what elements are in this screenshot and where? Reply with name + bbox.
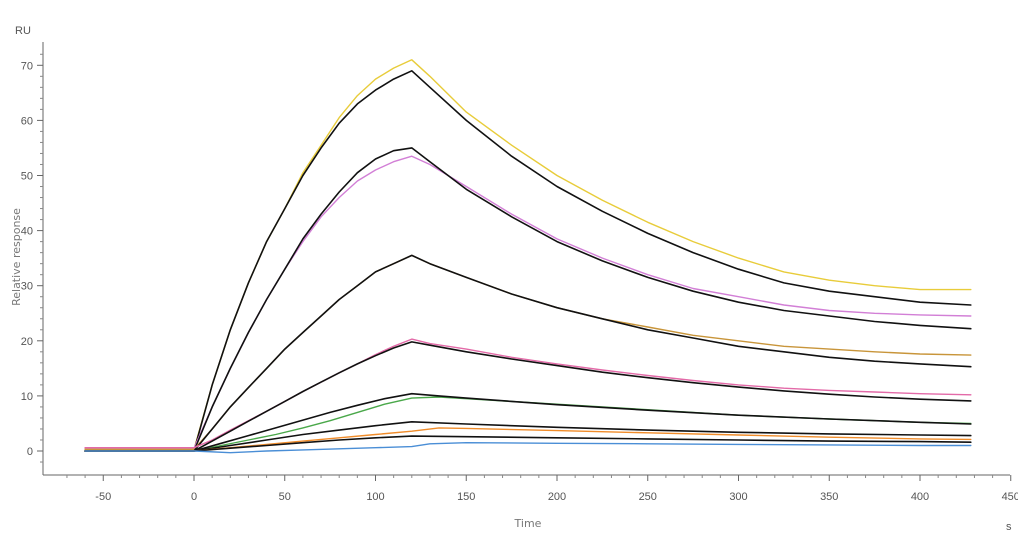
series-line-5 [84,254,972,452]
x-tick-label: -50 [95,491,111,503]
x-tick-label: 250 [639,491,657,503]
y-axis-title: Relative response [10,208,23,306]
series-layer [84,59,972,454]
series-line-13 [84,442,972,454]
series-line-7 [84,341,972,452]
series-line-10 [84,421,972,452]
x-tick-label: 0 [191,491,197,503]
series-line-12 [84,435,972,452]
series-line-4 [84,254,972,450]
series-line-9 [84,392,972,452]
x-tick-label: 400 [911,491,929,503]
y-ticks: 0 10 20 30 40 50 60 70 [21,53,43,463]
y-tick-label: 0 [27,446,33,458]
x-tick-label: 350 [820,491,838,503]
x-tick-label: 50 [279,491,291,503]
x-tick-label: 450 [1002,491,1018,503]
y-unit-label: RU [15,25,31,37]
y-tick-label: 40 [21,226,33,238]
series-line-1 [84,70,972,452]
x-ticks: -50 0 50 100 150 200 250 300 350 400 450 [66,475,1018,503]
y-tick-label: 50 [21,171,33,183]
series-line-3 [84,147,972,452]
y-tick-label: 60 [21,115,33,127]
series-line-2 [84,155,972,449]
x-unit-label: s [1006,521,1012,533]
y-tick-label: 20 [21,336,33,348]
y-tick-label: 10 [21,391,33,403]
x-tick-label: 200 [548,491,566,503]
axes-group: 0 10 20 30 40 50 60 70 -50 0 50 100 150 200 250 300 350… [21,42,1018,503]
y-tick-label: 30 [21,281,33,293]
y-tick-label: 70 [21,60,33,72]
x-tick-label: 150 [457,491,475,503]
x-axis-title: Time [514,517,542,530]
x-tick-label: 300 [729,491,747,503]
x-tick-label: 100 [366,491,384,503]
